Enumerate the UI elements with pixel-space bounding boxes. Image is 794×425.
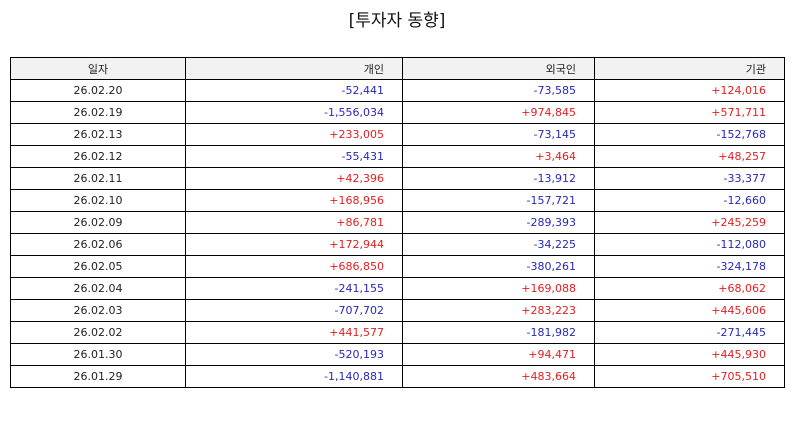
cell-foreign: +974,845	[402, 101, 595, 124]
cell-date: 26.02.06	[10, 233, 186, 256]
table-row: 26.02.10 +168,956 -157,721 -12,660	[10, 189, 785, 212]
cell-institution: -112,080	[594, 233, 785, 256]
cell-foreign: +3,464	[402, 145, 595, 168]
column-header-foreign: 외국인	[402, 57, 595, 80]
cell-date: 26.02.13	[10, 123, 186, 146]
table-row: 26.02.12 -55,431 +3,464 +48,257	[10, 145, 785, 168]
cell-date: 26.02.05	[10, 255, 186, 278]
cell-institution: -33,377	[594, 167, 785, 190]
table-row: 26.02.11 +42,396 -13,912 -33,377	[10, 167, 785, 190]
cell-date: 26.02.12	[10, 145, 186, 168]
cell-individual: +172,944	[185, 233, 403, 256]
cell-foreign: +283,223	[402, 299, 595, 322]
cell-foreign: -34,225	[402, 233, 595, 256]
cell-individual: -707,702	[185, 299, 403, 322]
cell-individual: +233,005	[185, 123, 403, 146]
cell-institution: +245,259	[594, 211, 785, 234]
column-header-institution: 기관	[594, 57, 785, 80]
cell-date: 26.02.03	[10, 299, 186, 322]
cell-individual: -1,556,034	[185, 101, 403, 124]
cell-foreign: +169,088	[402, 277, 595, 300]
table-body: 26.02.20 -52,441 -73,585 +124,016 26.02.19 -1…	[10, 79, 785, 388]
cell-date: 26.02.19	[10, 101, 186, 124]
table-header-row: 일자 개인 외국인 기관	[10, 57, 785, 80]
cell-individual: -1,140,881	[185, 365, 403, 388]
cell-foreign: -289,393	[402, 211, 595, 234]
cell-date: 26.02.09	[10, 211, 186, 234]
page-title: [투자자 동향]	[348, 11, 446, 31]
table-row: 26.02.05 +686,850 -380,261 -324,178	[10, 255, 785, 278]
table-row: 26.02.13 +233,005 -73,145 -152,768	[10, 123, 785, 146]
cell-individual: -52,441	[185, 79, 403, 102]
table-row: 26.01.29 -1,140,881 +483,664 +705,510	[10, 365, 785, 388]
cell-individual: +686,850	[185, 255, 403, 278]
table-row: 26.02.03 -707,702 +283,223 +445,606	[10, 299, 785, 322]
investor-trend-table: 일자 개인 외국인 기관 26.02.20 -52,441 -73,585 +124,…	[10, 57, 785, 388]
cell-date: 26.02.20	[10, 79, 186, 102]
cell-individual: +168,956	[185, 189, 403, 212]
cell-institution: +124,016	[594, 79, 785, 102]
column-header-individual: 개인	[185, 57, 403, 80]
cell-individual: +441,577	[185, 321, 403, 344]
table-row: 26.02.02 +441,577 -181,982 -271,445	[10, 321, 785, 344]
cell-date: 26.01.30	[10, 343, 186, 366]
table-row: 26.02.06 +172,944 -34,225 -112,080	[10, 233, 785, 256]
cell-individual: -55,431	[185, 145, 403, 168]
cell-individual: +42,396	[185, 167, 403, 190]
cell-individual: +86,781	[185, 211, 403, 234]
cell-institution: -12,660	[594, 189, 785, 212]
cell-date: 26.02.04	[10, 277, 186, 300]
cell-institution: -324,178	[594, 255, 785, 278]
cell-date: 26.02.11	[10, 167, 186, 190]
column-header-date: 일자	[10, 57, 186, 80]
cell-foreign: -157,721	[402, 189, 595, 212]
cell-foreign: +483,664	[402, 365, 595, 388]
cell-foreign: -73,585	[402, 79, 595, 102]
cell-foreign: -73,145	[402, 123, 595, 146]
cell-foreign: -13,912	[402, 167, 595, 190]
cell-date: 26.02.02	[10, 321, 186, 344]
cell-institution: +445,930	[594, 343, 785, 366]
table-row: 26.02.20 -52,441 -73,585 +124,016	[10, 79, 785, 102]
table-row: 26.02.04 -241,155 +169,088 +68,062	[10, 277, 785, 300]
cell-individual: -520,193	[185, 343, 403, 366]
table-row: 26.02.19 -1,556,034 +974,845 +571,711	[10, 101, 785, 124]
table-row: 26.01.30 -520,193 +94,471 +445,930	[10, 343, 785, 366]
table-row: 26.02.09 +86,781 -289,393 +245,259	[10, 211, 785, 234]
cell-institution: -271,445	[594, 321, 785, 344]
cell-institution: +571,711	[594, 101, 785, 124]
cell-date: 26.02.10	[10, 189, 186, 212]
cell-date: 26.01.29	[10, 365, 186, 388]
cell-institution: +705,510	[594, 365, 785, 388]
cell-institution: +68,062	[594, 277, 785, 300]
cell-foreign: +94,471	[402, 343, 595, 366]
cell-foreign: -181,982	[402, 321, 595, 344]
cell-foreign: -380,261	[402, 255, 595, 278]
cell-institution: -152,768	[594, 123, 785, 146]
cell-individual: -241,155	[185, 277, 403, 300]
cell-institution: +445,606	[594, 299, 785, 322]
cell-institution: +48,257	[594, 145, 785, 168]
